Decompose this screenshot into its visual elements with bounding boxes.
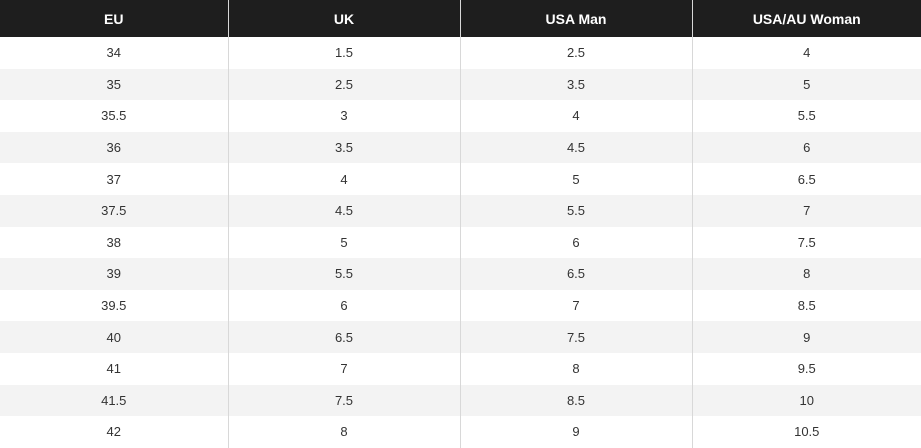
cell-uk: 4 xyxy=(227,163,460,195)
table-row: 35.5 3 4 5.5 xyxy=(0,100,921,132)
cell-usa-au-woman: 10.5 xyxy=(691,416,921,448)
cell-usa-man: 7 xyxy=(459,289,692,322)
cell-usa-man: 5 xyxy=(459,163,692,195)
table-row: 41.5 7.5 8.5 10 xyxy=(0,384,921,417)
cell-usa-man: 8 xyxy=(459,352,692,385)
cell-eu: 41.5 xyxy=(101,392,127,408)
cell-uk: 5.5 xyxy=(227,258,460,290)
cell-eu: 39.5 xyxy=(101,298,127,314)
table-row: 35 2.5 3.5 5 xyxy=(0,68,921,101)
header-row: EU UK USA Man USA/AU Woman xyxy=(0,0,921,37)
cell-usa-man: 9 xyxy=(459,416,692,448)
cell-eu: 40 xyxy=(106,329,121,345)
table-row: 37.5 4.5 5.5 7 xyxy=(0,194,921,227)
cell-usa-au-woman: 10 xyxy=(691,384,921,417)
cell-usa-au-woman: 4 xyxy=(691,37,921,69)
cell-usa-au-woman: 8.5 xyxy=(691,289,921,322)
table-row: 41 7 8 9.5 xyxy=(0,352,921,385)
cell-eu: 41 xyxy=(106,361,121,377)
table-row: 37 4 5 6.5 xyxy=(0,163,921,195)
cell-uk: 8 xyxy=(227,416,460,448)
table-header: EU UK USA Man USA/AU Woman xyxy=(0,0,921,37)
cell-usa-au-woman: 8 xyxy=(691,258,921,290)
cell-usa-man: 5.5 xyxy=(459,194,692,227)
cell-usa-man: 6 xyxy=(459,226,692,259)
cell-uk: 4.5 xyxy=(227,194,460,227)
cell-uk: 6.5 xyxy=(227,321,460,353)
cell-usa-man: 3.5 xyxy=(459,68,692,101)
column-header-uk: UK xyxy=(227,0,460,37)
cell-usa-man: 7.5 xyxy=(459,321,692,353)
table-row: 39 5.5 6.5 8 xyxy=(0,258,921,290)
cell-uk: 2.5 xyxy=(227,68,460,101)
cell-usa-au-woman: 6 xyxy=(691,131,921,164)
cell-eu: 38 xyxy=(106,234,121,250)
table-row: 38 5 6 7.5 xyxy=(0,226,921,259)
cell-usa-man: 4.5 xyxy=(459,131,692,164)
cell-eu: 34 xyxy=(106,45,121,61)
table-row: 42 8 9 10.5 xyxy=(0,416,921,448)
table-row: 39.5 6 7 8.5 xyxy=(0,289,921,322)
cell-usa-au-woman: 6.5 xyxy=(691,163,921,195)
column-header-usa-man: USA Man xyxy=(459,0,692,37)
cell-usa-au-woman: 9 xyxy=(691,321,921,353)
cell-uk: 3 xyxy=(227,100,460,132)
table-row: 36 3.5 4.5 6 xyxy=(0,131,921,164)
column-header-usa-au-woman: USA/AU Woman xyxy=(691,0,921,37)
cell-uk: 5 xyxy=(227,226,460,259)
cell-uk: 7 xyxy=(227,352,460,385)
column-header-eu: EU xyxy=(104,10,124,27)
cell-eu: 37 xyxy=(106,171,121,187)
cell-uk: 3.5 xyxy=(227,131,460,164)
cell-usa-au-woman: 5 xyxy=(691,68,921,101)
table-row: 34 1.5 2.5 4 xyxy=(0,37,921,69)
cell-uk: 7.5 xyxy=(227,384,460,417)
cell-eu: 42 xyxy=(106,424,121,440)
cell-eu: 39 xyxy=(106,266,121,282)
cell-usa-man: 4 xyxy=(459,100,692,132)
cell-usa-man: 2.5 xyxy=(459,37,692,69)
cell-usa-au-woman: 9.5 xyxy=(691,352,921,385)
cell-usa-man: 8.5 xyxy=(459,384,692,417)
cell-eu: 35.5 xyxy=(101,108,127,124)
cell-eu: 35 xyxy=(106,76,121,92)
cell-uk: 6 xyxy=(227,289,460,322)
cell-eu: 36 xyxy=(106,140,121,156)
cell-usa-au-woman: 7 xyxy=(691,194,921,227)
table-body: 34 1.5 2.5 4 35 2.5 3.5 5 35.5 3 4 5.5 36 3.5 4.5 6 37 4 5… xyxy=(0,37,921,448)
cell-usa-au-woman: 5.5 xyxy=(691,100,921,132)
cell-eu: 37.5 xyxy=(101,203,127,219)
cell-usa-au-woman: 7.5 xyxy=(691,226,921,259)
cell-usa-man: 6.5 xyxy=(459,258,692,290)
cell-uk: 1.5 xyxy=(227,37,460,69)
table-row: 40 6.5 7.5 9 xyxy=(0,321,921,353)
